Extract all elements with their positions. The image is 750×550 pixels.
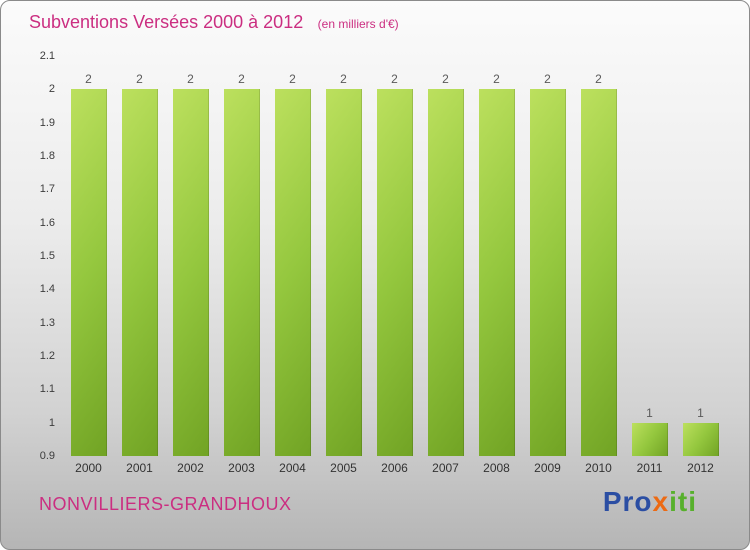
bar-value-label: 2 [238,72,245,87]
bar [274,89,311,456]
x-tick-label: 2001 [126,461,153,475]
x-tick-label: 2005 [330,461,357,475]
bar-value-label: 2 [544,72,551,87]
bar-value-label: 2 [187,72,194,87]
bar [631,422,668,456]
bar-slot: 2 [63,56,114,456]
bar [70,89,107,456]
x-tick-label: 2009 [534,461,561,475]
x-axis: 2000 2001 2002 2003 2004 2005 2006 2007 2008 2009… [63,461,726,475]
bar-slot: 2 [216,56,267,456]
x-tick-label: 2004 [279,461,306,475]
bar-slot: 2 [165,56,216,456]
logo-part-pro: Pro [602,486,653,517]
plot-area: 2 2 2 2 2 2 2 2 2 2 2 1 1 [63,56,726,456]
chart-title: Subventions Versées 2000 à 2012 [29,12,304,32]
y-tick-label: 1 [48,416,55,429]
x-tick-label: 2011 [636,461,663,475]
y-tick-label: 1.9 [39,116,55,129]
bar-slot: 1 [624,56,675,456]
bar-slot: 1 [675,56,726,456]
bar-slot: 2 [318,56,369,456]
chart-subtitle: (en milliers d'€) [317,17,399,31]
bar-slot: 2 [267,56,318,456]
location-label: NONVILLIERS-GRANDHOUX [39,494,292,514]
x-tick-label: 2006 [381,461,408,475]
y-tick-label: 1.5 [39,250,55,262]
bar-value-label: 2 [340,72,347,87]
bar-value-label: 2 [391,72,398,87]
y-tick-label: 2.1 [39,50,55,62]
bar [682,422,719,456]
bar-value-label: 2 [136,72,143,87]
y-tick-label: 1.2 [39,350,55,362]
bar-slot: 2 [522,56,573,456]
bar-slot: 2 [471,56,522,456]
y-tick-label: 2 [48,83,55,96]
bar-value-label: 2 [289,72,296,87]
bar [121,89,158,456]
bar-value-label: 2 [442,72,449,87]
x-tick-label: 2000 [75,461,102,475]
bar-value-label: 1 [646,405,653,420]
x-tick-label: 2008 [483,461,510,475]
bar-slot: 2 [369,56,420,456]
y-tick-label: 1.6 [39,216,55,229]
bar-value-label: 2 [595,72,602,87]
bar [427,89,464,456]
x-tick-label: 2010 [585,461,612,475]
bar [478,89,515,456]
x-tick-label: 2012 [687,461,714,475]
bar [172,89,209,456]
bar [325,89,362,456]
bar [376,89,413,456]
chart-header: Subventions Versées 2000 à 2012 (en mill… [29,12,399,33]
bar-slot: 2 [573,56,624,456]
proxiti-logo: Proxiti [603,486,697,518]
bar [223,89,260,456]
logo-part-iti: iti [669,486,697,517]
y-axis: 0.9 1 1.1 1.2 1.3 1.4 1.5 1.6 1.7 1.8 1.9 2 2.1 [21,50,59,462]
bar-value-label: 1 [697,405,704,420]
y-tick-label: 1.8 [39,150,55,162]
y-tick-label: 1.7 [39,183,55,196]
x-tick-label: 2003 [228,461,255,475]
x-tick-label: 2002 [177,461,204,475]
bar-slot: 2 [420,56,471,456]
bars-container: 2 2 2 2 2 2 2 2 2 2 2 1 1 [63,56,726,456]
bar-value-label: 2 [493,72,500,87]
bar [529,89,566,456]
y-tick-label: 1.4 [39,283,55,296]
y-tick-label: 0.9 [39,450,55,462]
logo-part-x: x [652,486,670,517]
y-tick-label: 1.3 [39,316,55,329]
bar-value-label: 2 [85,72,92,87]
y-tick-label: 1.1 [39,383,55,396]
bar-slot: 2 [114,56,165,456]
x-tick-label: 2007 [432,461,459,475]
bar [580,89,617,456]
